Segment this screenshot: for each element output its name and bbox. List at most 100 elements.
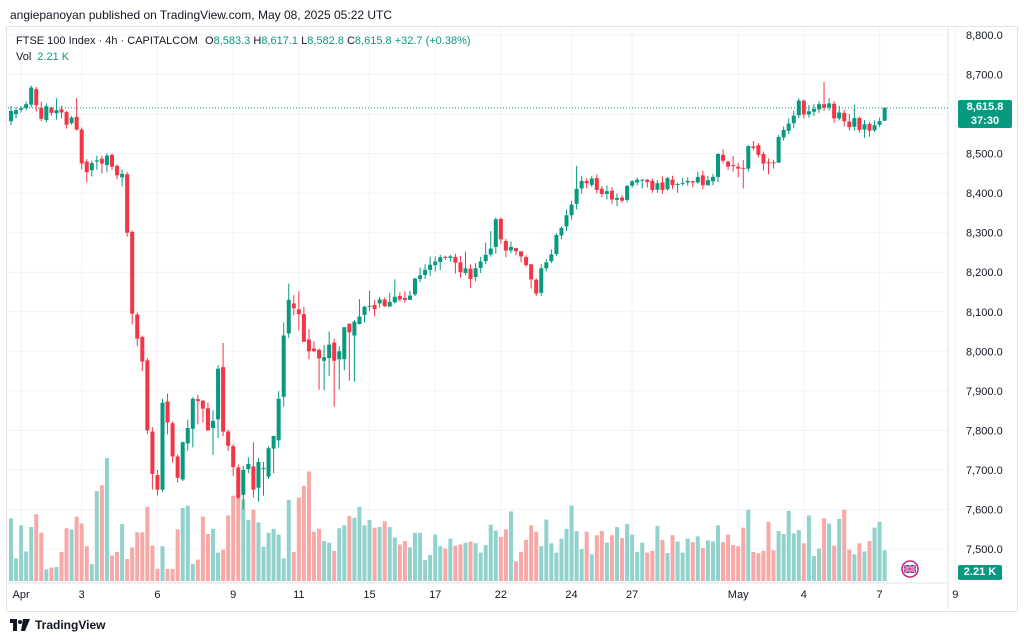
candle-body (685, 180, 690, 183)
volume-bar (372, 527, 377, 581)
candle-body (99, 158, 104, 164)
volume-bar (867, 540, 872, 581)
candle-body (781, 129, 786, 138)
volume-bar (847, 549, 852, 581)
candle-body (468, 268, 473, 279)
uk-flag-icon[interactable] (900, 560, 920, 578)
bar-countdown: 37:30 (970, 115, 1000, 127)
volume-bar (549, 543, 554, 581)
candle-body (599, 188, 604, 194)
candles (9, 82, 887, 510)
time-tick-label: 9 (952, 589, 958, 601)
candle-body (852, 118, 857, 127)
volume-bar (882, 550, 887, 581)
volume-bar (281, 558, 286, 581)
volume-bar (34, 514, 39, 581)
candle-body (352, 321, 357, 336)
symbol-legend[interactable]: FTSE 100 Index · 4h · CAPITALCOM O8,583.… (16, 33, 471, 49)
volume-bar (342, 525, 347, 581)
volume-bar (231, 495, 236, 581)
volume-bar (150, 545, 155, 581)
volume-bar (402, 540, 407, 581)
candle-body (438, 257, 443, 262)
candle-body (347, 323, 352, 333)
volume-bar (423, 560, 428, 581)
volume-bar (261, 546, 266, 581)
volume-bar (751, 552, 756, 581)
volume-bar (301, 485, 306, 581)
candle-body (514, 248, 518, 252)
volume-bar (89, 564, 94, 581)
volume-legend[interactable]: Vol 2.21 K (16, 49, 69, 65)
candle-body (655, 183, 660, 190)
volume-bar (241, 499, 246, 581)
volume-bar (721, 542, 726, 581)
volume-bar (650, 550, 655, 581)
volume-bar (564, 528, 569, 581)
candle-body (640, 179, 645, 181)
close-label: C (346, 35, 355, 47)
time-tick-label: May (728, 589, 749, 601)
candle-body (286, 299, 291, 334)
candle-body (665, 178, 670, 190)
price-tick-label: 8,200.0 (966, 267, 1003, 279)
candle-body (428, 264, 433, 270)
volume-bar (680, 552, 685, 581)
candle-body (625, 186, 630, 200)
candle-body (221, 367, 226, 432)
candle-body (579, 180, 584, 189)
candle-body (266, 448, 271, 477)
candle-body (251, 466, 256, 490)
volume-bar (347, 516, 352, 581)
high-label: H (253, 35, 262, 47)
candle-body (306, 339, 311, 352)
candle-body (549, 254, 554, 262)
candle-body (19, 108, 24, 110)
candle-body (291, 303, 296, 309)
candle-body (761, 154, 766, 164)
time-tick-label: 9 (230, 589, 236, 601)
volume-bar (367, 520, 372, 581)
volume-bar (69, 529, 74, 581)
candle-body (867, 123, 872, 131)
candle-body (776, 137, 781, 163)
volume-bar (761, 550, 766, 581)
candle-body (226, 431, 231, 446)
volume-bar (786, 510, 791, 581)
candle-body (241, 469, 246, 495)
candle-body (140, 337, 145, 362)
volume-bar (877, 521, 882, 581)
volume-bar (332, 550, 337, 581)
volume-bar (221, 549, 226, 581)
candle-body (488, 248, 493, 255)
candle-body (342, 327, 347, 360)
price-tick-label: 7,500.0 (966, 544, 1003, 556)
candle-body (483, 254, 488, 262)
candle-body (645, 179, 650, 183)
volume-bar (256, 522, 261, 581)
volume-bar (731, 545, 736, 581)
volume-bar (801, 543, 806, 581)
volume-bar (190, 564, 195, 581)
candle-body (276, 398, 281, 441)
candle-body (14, 110, 19, 115)
volume-bar (135, 532, 140, 581)
volume-bar (811, 556, 816, 581)
candle-body (756, 145, 761, 155)
candle-body (695, 176, 700, 183)
candle-body (29, 87, 34, 105)
volume-bar (554, 552, 559, 581)
volume-bar (443, 548, 448, 581)
candle-body (372, 305, 377, 310)
symbol-info[interactable]: FTSE 100 Index · 4h · CAPITALCOM (16, 35, 198, 47)
candle-body (473, 268, 478, 277)
footer: TradingView (10, 618, 105, 632)
time-tick-label: 22 (495, 589, 507, 601)
candle-body (362, 306, 367, 315)
candle-body (402, 297, 407, 300)
volume-bar (407, 547, 412, 581)
publisher-header: angiepanoyan published on TradingView.co… (10, 8, 393, 22)
candle-body (584, 180, 589, 184)
candle-body (59, 109, 64, 113)
